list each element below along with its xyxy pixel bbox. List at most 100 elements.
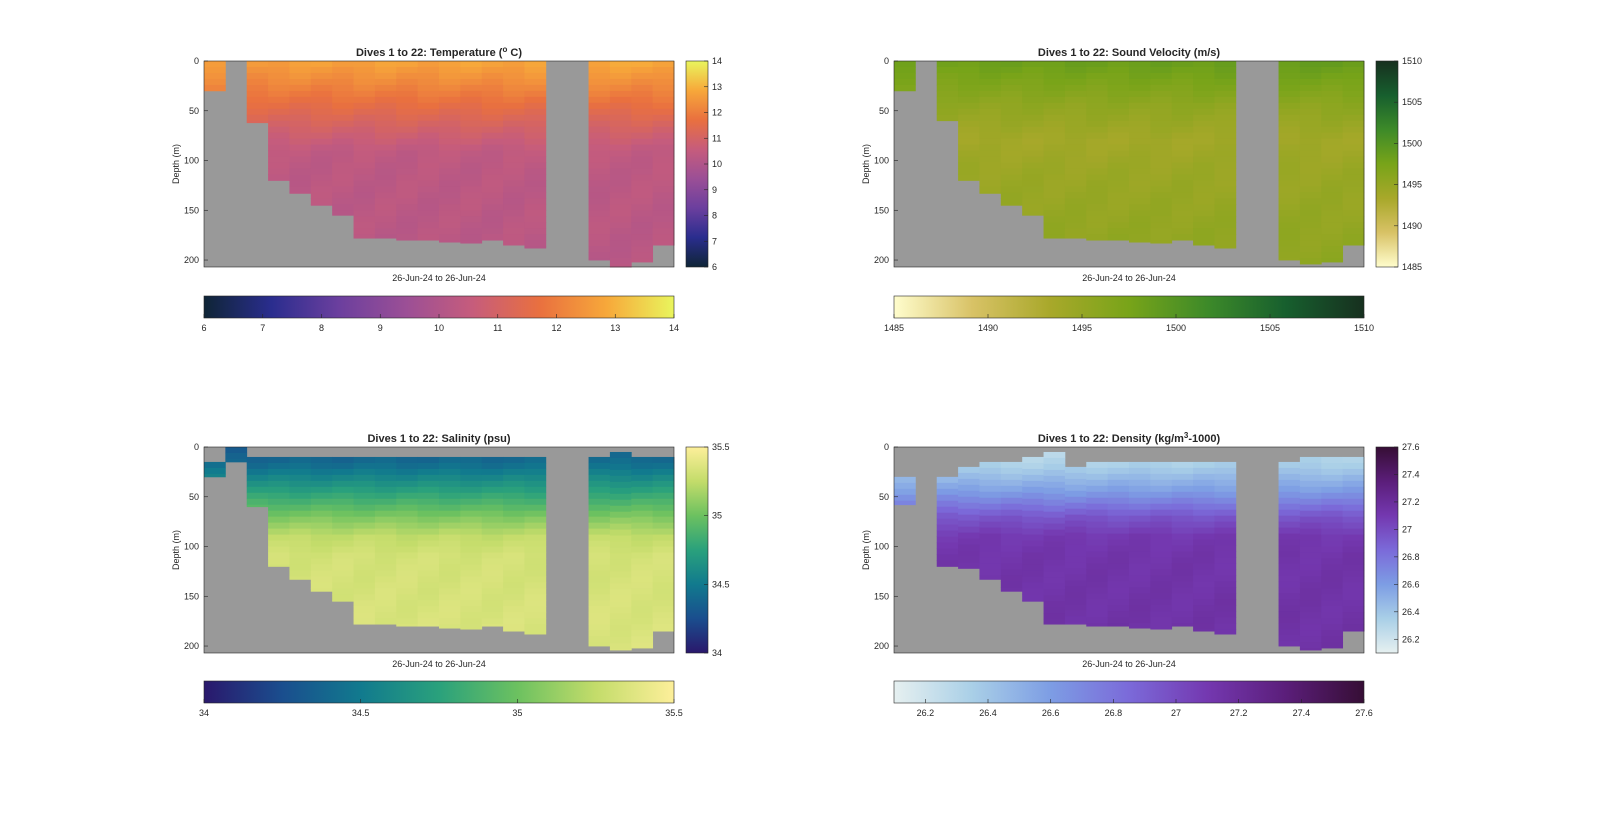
data-cell [1299,630,1322,637]
vcolorbar-tick-label: 10 [712,159,722,169]
data-cell [310,552,333,559]
data-cell [1321,588,1344,595]
vcolorbar-tick-label: 13 [712,82,722,92]
data-cell [652,600,675,607]
data-cell [1000,144,1023,151]
data-cell [396,486,419,494]
data-cell [503,516,525,524]
data-cell [1321,234,1344,241]
data-cell [1129,509,1151,517]
data-cell [460,510,483,518]
data-cell [609,631,632,638]
data-cell [1150,497,1173,505]
data-cell [481,180,504,187]
data-cell [1321,540,1344,547]
data-cell [439,210,461,217]
horizontal-colorbar [893,295,1365,319]
data-cell [958,168,980,175]
data-cell [396,234,419,241]
data-cell [524,84,547,92]
data-cell [1214,533,1237,540]
data-cell [894,476,916,484]
data-cell [1278,539,1301,546]
data-cell [588,198,611,205]
data-cell [652,120,675,128]
data-cell [503,210,525,217]
y-tick-label: 200 [874,641,889,651]
data-cell [310,156,333,163]
data-cell [417,150,440,157]
data-cell [652,216,675,223]
data-cell [246,78,269,86]
data-cell [1150,204,1173,211]
data-cell [1321,228,1344,235]
data-cell [503,102,525,110]
data-cell [1193,234,1215,241]
data-cell [1278,258,1301,261]
data-cell [1278,623,1301,630]
data-cell [524,61,547,68]
data-cell [268,474,290,482]
data-cell [1043,559,1066,566]
data-cell [417,576,440,583]
data-cell [417,516,440,524]
data-cell [503,228,525,235]
data-cell [1342,510,1365,518]
data-cell [310,138,333,145]
data-cell [1022,540,1044,547]
data-cell [332,552,354,559]
data-cell [588,96,611,104]
data-cell [439,96,461,104]
data-cell [310,61,333,68]
vcolorbar-tick-label: 1510 [1402,56,1422,66]
data-cell [268,504,290,512]
data-cell [1171,150,1194,157]
data-cell [481,156,504,163]
data-cell [332,570,354,577]
data-cell [1193,569,1215,576]
data-cell [289,162,312,169]
data-cell [1064,180,1087,187]
data-cell [1299,72,1322,80]
data-cell [1278,503,1301,511]
data-cell [1086,90,1109,98]
data-cell [460,570,483,577]
data-cell [417,528,440,535]
data-cell [417,174,440,181]
data-cell [1342,558,1365,565]
axes-box [893,60,1365,268]
data-cell [1150,186,1173,193]
data-cell [503,582,525,589]
data-cell [609,499,632,507]
data-cell [894,66,916,74]
data-cell [1129,186,1151,193]
data-cell [1171,497,1194,505]
data-cell [1342,61,1365,68]
data-cell [332,150,354,157]
data-cell [1000,473,1023,481]
data-cell [460,210,483,217]
data-cell [1299,468,1322,476]
data-cell [460,174,483,181]
data-cell [1064,114,1087,122]
data-cell [1000,204,1023,206]
data-cell [1043,619,1066,625]
data-cell [1129,617,1151,624]
data-cell [503,504,525,512]
data-cell [481,558,504,565]
data-cell [958,538,980,545]
data-cell [1022,468,1044,476]
data-cell [631,240,654,247]
data-cell [958,150,980,157]
data-cell [481,108,504,116]
data-cell [609,595,632,602]
data-cell [609,517,632,525]
data-cell [1064,174,1087,181]
data-cell [1107,617,1130,624]
data-cell [310,534,333,541]
data-cell [374,102,397,110]
data-cell [1278,533,1301,540]
hcolorbar-tick-label: 34 [199,708,209,718]
data-cell [588,102,611,110]
data-cell [417,216,440,223]
